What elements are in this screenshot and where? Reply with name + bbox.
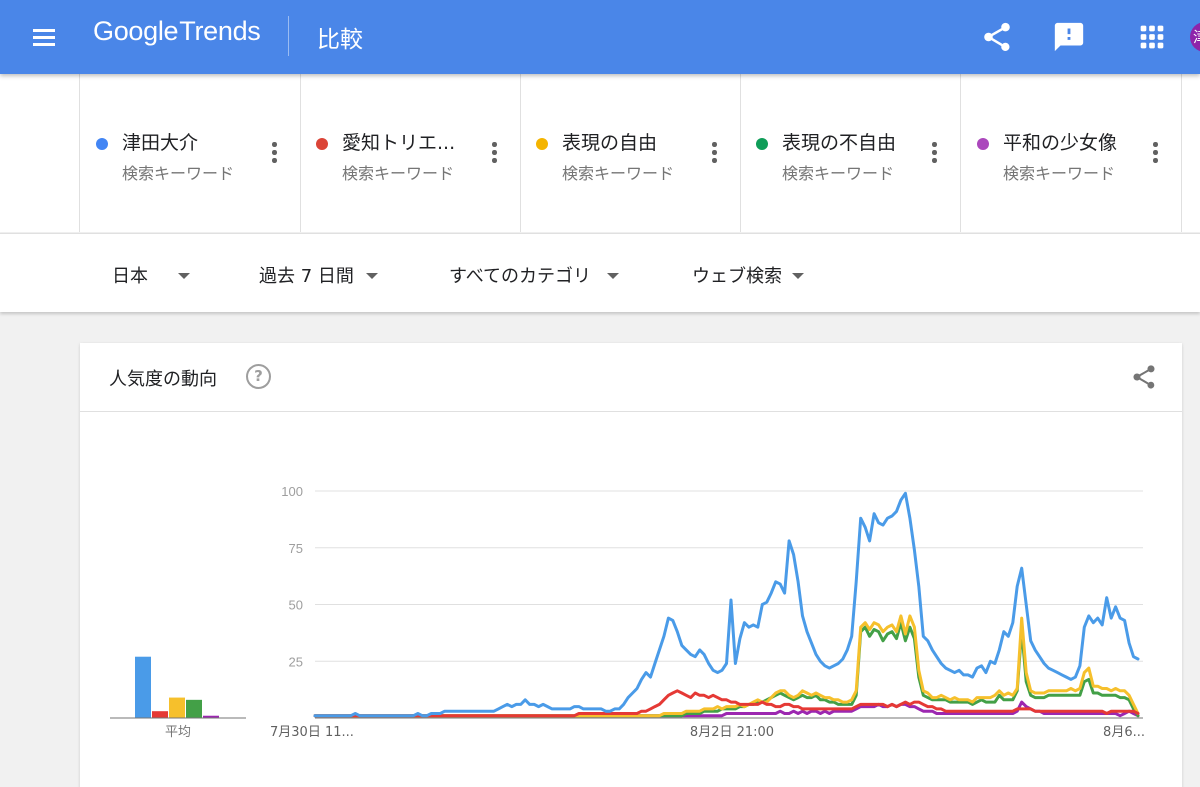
average-bar: [169, 697, 185, 718]
card-divider: [80, 411, 1182, 412]
series-line: [313, 689, 1140, 718]
average-bar: [152, 711, 168, 718]
y-tick-label: 75: [289, 541, 303, 556]
dropdown-arrow-icon: [178, 272, 190, 279]
y-tick-label: 25: [289, 654, 303, 669]
term-card[interactable]: 愛知トリエ... 検索キーワード: [300, 74, 521, 232]
term-type: 検索キーワード: [342, 164, 455, 183]
term-name: 津田大介: [122, 132, 199, 154]
search-type-select[interactable]: ウェブ検索: [692, 262, 804, 288]
average-bar: [203, 715, 219, 718]
term-type: 検索キーワード: [562, 164, 675, 183]
term-card[interactable]: 表現の自由 検索キーワード: [520, 74, 741, 232]
term-color-dot: [316, 138, 328, 150]
category-value: すべてのカテゴリ: [449, 266, 592, 287]
x-tick-label: 8月6...: [1103, 725, 1145, 740]
x-tick-label: 8月2日 21:00: [690, 725, 774, 740]
term-card[interactable]: 津田大介 検索キーワード: [80, 74, 301, 232]
term-card[interactable]: 表現の不自由 検索キーワード: [740, 74, 961, 232]
term-type: 検索キーワード: [782, 164, 895, 183]
page-title: 比較: [317, 27, 363, 53]
period-select[interactable]: 過去 7 日間: [259, 262, 378, 288]
logo-product: Trends: [179, 16, 261, 46]
term-name: 愛知トリエ...: [342, 132, 456, 154]
term-name: 平和の少女像: [1003, 132, 1118, 154]
feedback-icon[interactable]: [1052, 20, 1086, 54]
term-type: 検索キーワード: [1003, 164, 1116, 183]
google-trends-logo[interactable]: GoogleTrends: [93, 16, 261, 47]
logo-brand: Google: [93, 16, 179, 46]
term-card[interactable]: 平和の少女像 検索キーワード: [961, 74, 1182, 232]
dropdown-arrow-icon: [792, 272, 804, 279]
more-vert-icon[interactable]: [270, 142, 278, 166]
term-color-dot: [756, 138, 768, 150]
x-tick-label: 7月30日 11...: [270, 725, 354, 740]
menu-icon[interactable]: [22, 20, 66, 54]
header-divider: [288, 16, 289, 56]
search-terms-bar: 津田大介 検索キーワード 愛知トリエ... 検索キーワード 表現の自由 検索キー…: [0, 74, 1200, 232]
interest-over-time-card: 人気度の動向 ? 100 75 50 25 7月30日 11... 8月2日 21:00 8…: [80, 343, 1182, 787]
more-vert-icon[interactable]: [1151, 142, 1159, 166]
interest-line-chart: 100 75 50 25 7月30日 11... 8月2日 21:00 8月6... 平均: [110, 484, 1145, 740]
series-line: [313, 621, 1140, 718]
more-vert-icon[interactable]: [930, 142, 938, 166]
region-select[interactable]: 日本: [112, 262, 190, 288]
dropdown-arrow-icon: [365, 272, 378, 279]
more-vert-icon[interactable]: [490, 142, 498, 166]
avatar[interactable]: 津: [1190, 22, 1200, 52]
series-line: [313, 491, 1140, 718]
apps-icon[interactable]: [1135, 20, 1169, 54]
period-value: 過去 7 日間: [259, 266, 354, 287]
average-bar: [186, 699, 202, 718]
average-bar: [135, 656, 151, 718]
share-icon[interactable]: [980, 20, 1014, 54]
share-icon[interactable]: [1130, 363, 1158, 391]
average-label: 平均: [165, 725, 191, 740]
dropdown-arrow-icon: [607, 272, 620, 279]
term-color-dot: [96, 138, 108, 150]
category-select[interactable]: すべてのカテゴリ: [449, 262, 620, 288]
filter-bar: 日本 過去 7 日間 すべてのカテゴリ ウェブ検索: [0, 233, 1200, 312]
term-name: 表現の自由: [562, 132, 658, 154]
term-type: 検索キーワード: [122, 164, 235, 183]
term-color-dot: [977, 138, 989, 150]
app-header: GoogleTrends 比較 津: [0, 0, 1200, 74]
help-icon[interactable]: ?: [246, 364, 271, 389]
y-tick-label: 100: [281, 484, 303, 499]
term-name: 表現の不自由: [782, 132, 897, 154]
term-color-dot: [536, 138, 548, 150]
more-vert-icon[interactable]: [710, 142, 718, 166]
search-type-value: ウェブ検索: [692, 266, 782, 287]
region-value: 日本: [112, 266, 148, 287]
y-tick-label: 50: [289, 598, 303, 613]
card-title: 人気度の動向: [109, 369, 217, 390]
